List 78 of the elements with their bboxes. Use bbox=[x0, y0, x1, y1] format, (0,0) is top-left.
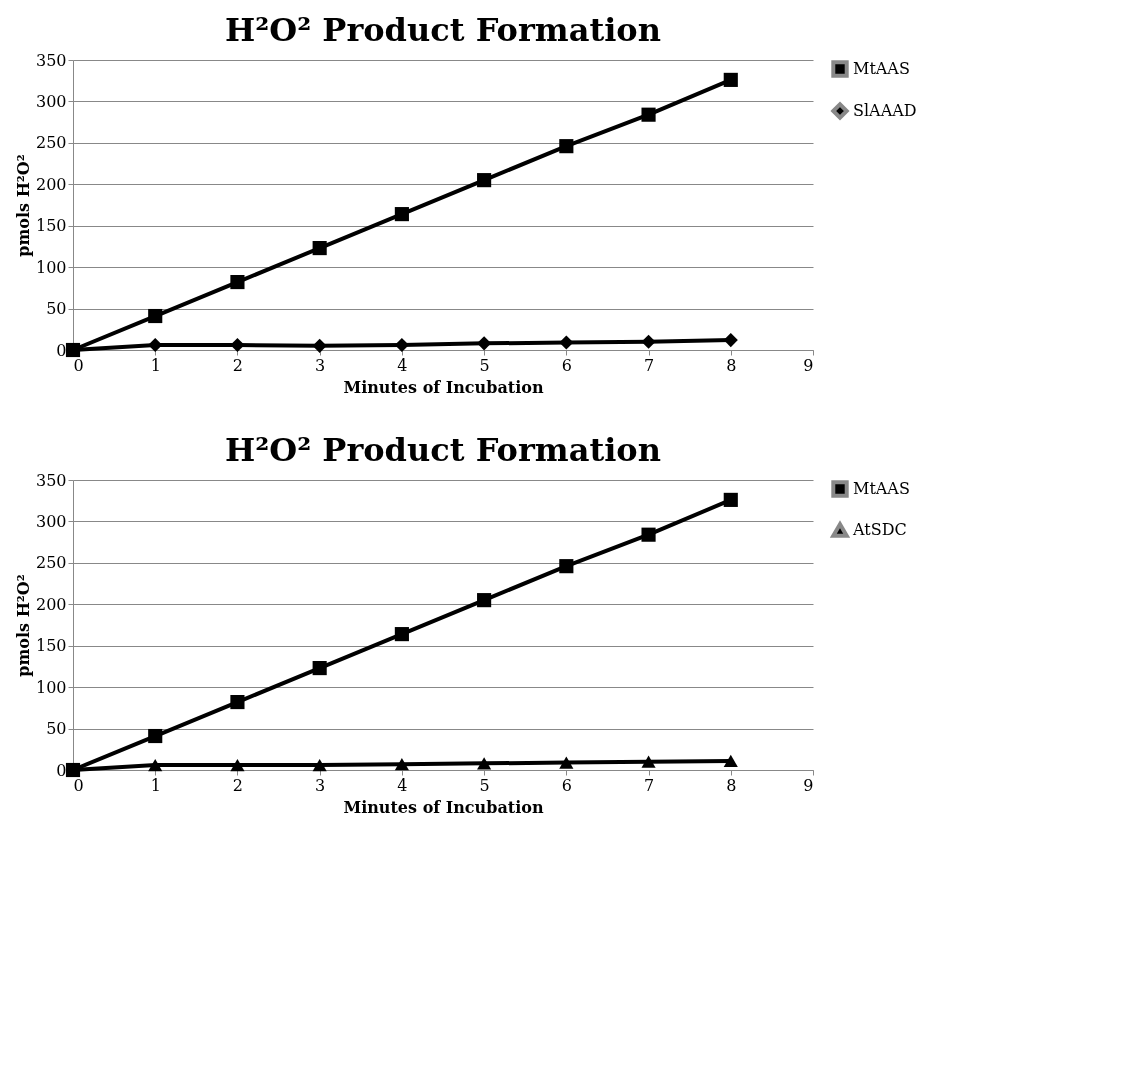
y-tick-label: 100 bbox=[35, 257, 67, 277]
point bbox=[723, 72, 738, 87]
x-tick-label: 1 bbox=[150, 355, 161, 375]
x-tick-label: 9 bbox=[803, 355, 814, 375]
point bbox=[477, 173, 492, 188]
y-tick-label: 250 bbox=[35, 553, 67, 573]
x-tick-label: 8 bbox=[726, 355, 737, 375]
x-tick-label: 6 bbox=[561, 775, 572, 795]
y-tick-label: 100 bbox=[35, 677, 67, 697]
x-tick-label: 7 bbox=[643, 355, 655, 375]
y-tick-label: 350 bbox=[35, 470, 67, 490]
y-tick-label: 50 bbox=[46, 299, 67, 319]
y-axis-title: pmols H²O² bbox=[13, 154, 33, 257]
y-tick-label: 350 bbox=[35, 50, 67, 70]
point bbox=[641, 527, 656, 542]
point bbox=[148, 758, 163, 772]
x-tick-label: 5 bbox=[479, 355, 490, 375]
x-tick-label: 5 bbox=[479, 775, 490, 795]
legend-label: MtAAS bbox=[853, 479, 910, 498]
point bbox=[230, 337, 245, 353]
point bbox=[230, 758, 245, 772]
x-tick-label: 1 bbox=[150, 775, 161, 795]
point bbox=[148, 728, 163, 744]
x-axis-title: Minutes of Incubation bbox=[343, 797, 544, 817]
y-tick-label: 200 bbox=[35, 594, 67, 614]
point bbox=[723, 332, 738, 348]
y-tick-label: 250 bbox=[35, 133, 67, 153]
y-tick-label: 0 bbox=[56, 760, 67, 780]
x-tick-label: 2 bbox=[232, 355, 244, 375]
point bbox=[312, 661, 327, 676]
point bbox=[559, 335, 574, 350]
point bbox=[394, 337, 409, 353]
x-axis-title: Minutes of Incubation bbox=[343, 377, 544, 397]
point bbox=[477, 336, 492, 351]
x-tick-label: 3 bbox=[315, 775, 326, 795]
x-tick-label: 0 bbox=[73, 355, 84, 375]
chart-title: H²O² Product Formation bbox=[225, 431, 661, 469]
point bbox=[230, 694, 245, 710]
x-tick-label: 9 bbox=[803, 775, 814, 795]
x-tick-label: 2 bbox=[232, 775, 244, 795]
y-axis-title: pmols H²O² bbox=[13, 574, 33, 677]
point bbox=[559, 756, 574, 769]
point bbox=[641, 755, 656, 768]
point bbox=[394, 207, 409, 222]
y-tick-label: 0 bbox=[56, 340, 67, 360]
point bbox=[559, 139, 574, 154]
point bbox=[312, 338, 327, 353]
y-tick-label: 200 bbox=[35, 174, 67, 194]
point bbox=[723, 754, 738, 768]
y-tick-label: 150 bbox=[35, 636, 67, 656]
point bbox=[641, 334, 656, 349]
point bbox=[312, 758, 327, 772]
point bbox=[477, 593, 492, 608]
x-tick-label: 4 bbox=[397, 355, 408, 375]
point bbox=[559, 559, 574, 574]
y-tick-label: 300 bbox=[35, 511, 67, 531]
point bbox=[723, 492, 738, 507]
y-tick-label: 300 bbox=[35, 91, 67, 111]
chart-title: H²O² Product Formation bbox=[225, 11, 661, 49]
x-tick-label: 7 bbox=[643, 775, 655, 795]
x-tick-label: 8 bbox=[726, 775, 737, 795]
point bbox=[641, 107, 656, 122]
legend-label: SlAAAD bbox=[853, 101, 917, 120]
point bbox=[394, 758, 409, 771]
point bbox=[148, 337, 163, 353]
point bbox=[477, 757, 492, 770]
y-tick-label: 50 bbox=[46, 719, 67, 739]
x-tick-label: 6 bbox=[561, 355, 572, 375]
legend-label: AtSDC bbox=[852, 520, 907, 539]
x-tick-label: 4 bbox=[397, 775, 408, 795]
legend-label: MtAAS bbox=[853, 59, 910, 78]
x-tick-label: 0 bbox=[73, 775, 84, 795]
point bbox=[148, 308, 163, 324]
x-tick-label: 3 bbox=[315, 355, 326, 375]
point bbox=[230, 274, 245, 290]
y-tick-label: 150 bbox=[35, 216, 67, 236]
point bbox=[394, 627, 409, 642]
point bbox=[312, 241, 327, 256]
